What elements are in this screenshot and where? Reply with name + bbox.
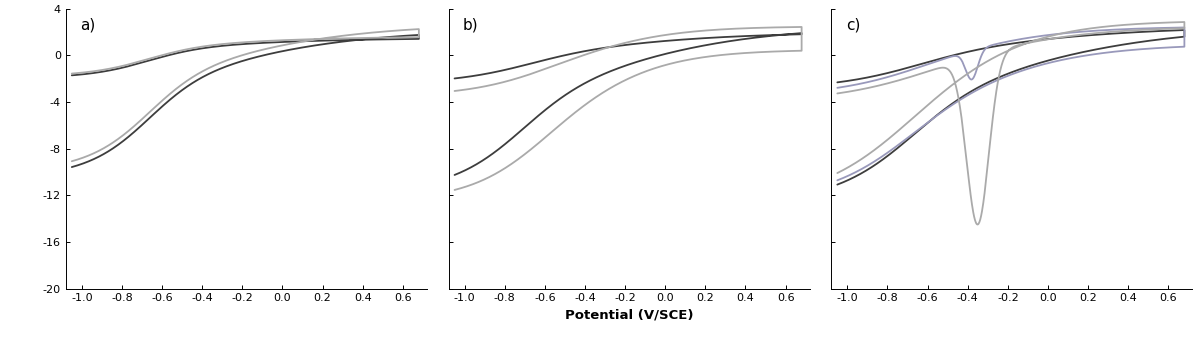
Text: b): b) [463, 17, 478, 32]
Text: a): a) [80, 17, 96, 32]
Text: c): c) [846, 17, 860, 32]
X-axis label: Potential (V/SCE): Potential (V/SCE) [565, 309, 694, 322]
